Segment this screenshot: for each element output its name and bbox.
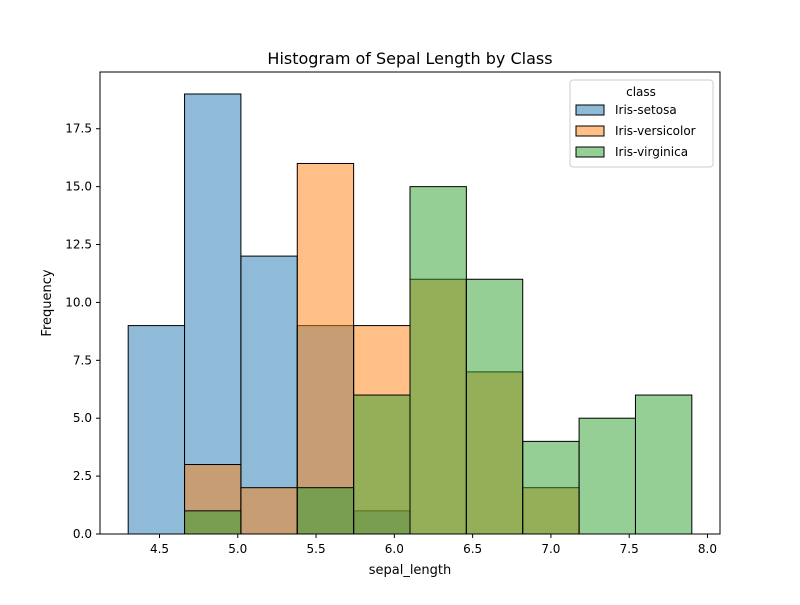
bar-iris-virginica-bin-3 bbox=[296, 487, 355, 535]
x-tick-label: 5.0 bbox=[228, 542, 247, 556]
chart-title: Histogram of Sepal Length by Class bbox=[267, 49, 552, 68]
bar-iris-virginica-bin-8 bbox=[578, 417, 636, 535]
y-axis-label: Frequency bbox=[40, 269, 55, 336]
y-tick-label: 7.5 bbox=[73, 353, 92, 367]
bar-iris-virginica-bin-4 bbox=[353, 394, 411, 535]
y-tick-label: 5.0 bbox=[73, 411, 92, 425]
bar-iris-virginica-bin-7 bbox=[522, 440, 580, 535]
x-tick-label: 6.5 bbox=[463, 542, 482, 556]
y-tick-label: 2.5 bbox=[73, 469, 92, 483]
bar-iris-versicolor-bin-3 bbox=[296, 162, 355, 535]
y-tick-label: 17.5 bbox=[65, 122, 92, 136]
bar-iris-virginica-bin-5 bbox=[409, 186, 467, 535]
bar-iris-virginica-bin-1 bbox=[184, 510, 242, 535]
legend-title: class bbox=[626, 85, 656, 99]
legend-swatch-iris-setosa bbox=[575, 104, 605, 116]
legend-swatch-iris-versicolor bbox=[575, 125, 605, 137]
legend-label-iris-setosa: Iris-setosa bbox=[615, 103, 677, 117]
x-tick-label: 4.5 bbox=[150, 542, 169, 556]
y-tick-label: 0.0 bbox=[73, 527, 92, 541]
legend-swatch-iris-virginica bbox=[575, 146, 605, 158]
y-tick-label: 12.5 bbox=[65, 238, 92, 252]
bar-iris-setosa-bin-1 bbox=[184, 93, 242, 535]
legend-box bbox=[569, 79, 714, 168]
bar-iris-virginica-bin-6 bbox=[465, 278, 524, 535]
bar-iris-virginica-bin-9 bbox=[634, 394, 693, 535]
legend: class Iris-setosa Iris-versicolor Iris-virg… bbox=[569, 79, 714, 168]
x-tick-label: 8.0 bbox=[698, 542, 717, 556]
x-tick-label: 5.5 bbox=[307, 542, 326, 556]
x-tick-label: 7.5 bbox=[620, 542, 639, 556]
x-tick-label: 6.0 bbox=[385, 542, 404, 556]
legend-label-iris-versicolor: Iris-versicolor bbox=[615, 124, 696, 138]
y-tick-label: 15.0 bbox=[65, 180, 92, 194]
x-tick-label: 7.0 bbox=[541, 542, 560, 556]
x-axis-ticks: 4.5 5.0 5.5 6.0 6.5 7.0 7.5 8.0 bbox=[150, 534, 717, 556]
y-tick-label: 10.0 bbox=[65, 295, 92, 309]
plot-frame bbox=[99, 71, 721, 535]
bars-layer bbox=[127, 93, 693, 535]
bar-iris-versicolor-bin-2 bbox=[240, 487, 298, 535]
y-axis-ticks: 0.0 2.5 5.0 7.5 10.0 12.5 15.0 17.5 bbox=[65, 122, 100, 541]
legend-label-iris-virginica: Iris-virginica bbox=[615, 145, 688, 159]
bar-iris-setosa-bin-0 bbox=[127, 325, 186, 535]
x-axis-label: sepal_length bbox=[369, 563, 452, 578]
series-iris-virginica bbox=[184, 186, 693, 535]
